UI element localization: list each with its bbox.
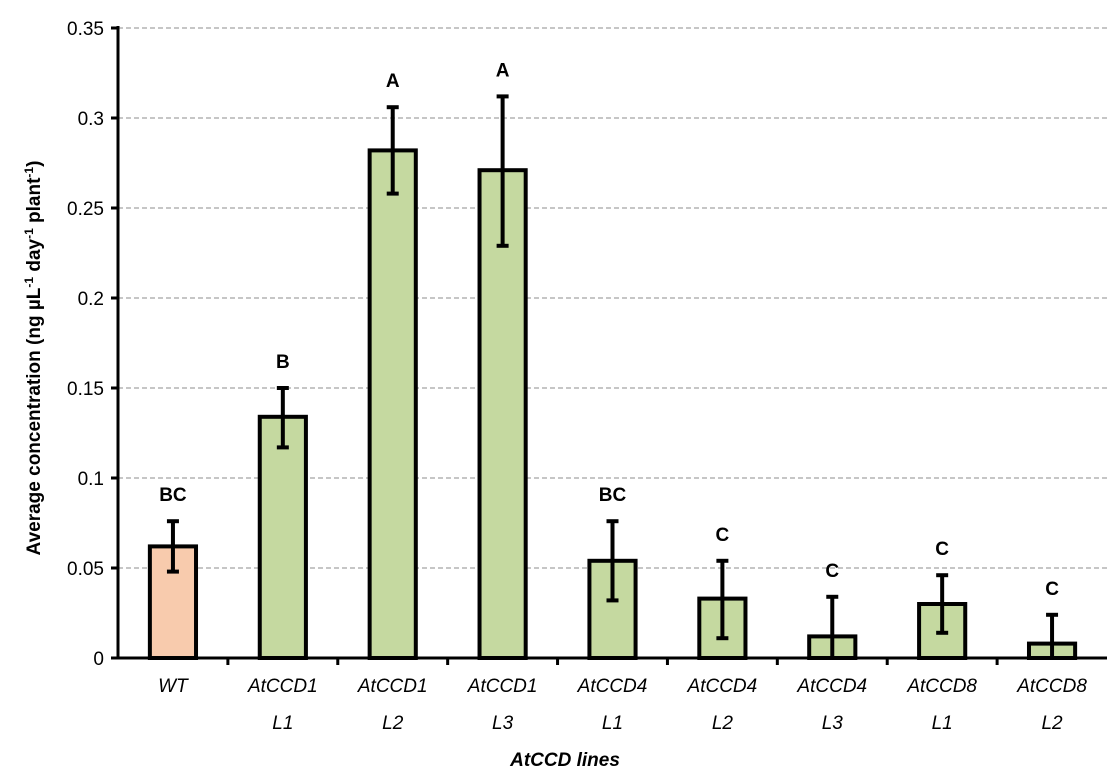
y-tick-label: 0.1 [78,469,104,490]
bar [367,148,418,660]
significance-label: A [496,60,510,81]
y-tick-labels: 0 0.05 0.1 0.15 0.2 0.25 0.3 0.35 [67,19,104,670]
y-tick-label: 0.3 [78,109,104,130]
significance-label: C [1045,579,1059,600]
significance-label: BC [159,485,187,506]
y-tick-label: 0.15 [67,379,104,400]
x-category-label-line2: L2 [382,713,404,734]
x-category-label: AtCCD8 [1016,676,1087,697]
x-category-label: AtCCD1 [357,676,428,697]
x-category-label-line2: L3 [822,713,844,734]
y-tick-label: 0.35 [67,19,104,40]
x-category-label-line2: L1 [602,713,623,734]
x-axis-title: AtCCD lines [509,750,620,771]
significance-label: BC [599,485,627,506]
significance-label: C [716,525,730,546]
y-axis-title-sup2: -1 [22,228,36,239]
x-category-label: AtCCD1 [247,676,318,697]
y-axis-title-mid1: day [24,238,45,276]
x-category-label: AtCCD4 [577,676,648,697]
y-axis-title-sup1: -1 [22,277,36,288]
significance-label: C [935,539,949,560]
x-category-label-line2: L1 [932,713,953,734]
x-category-label-line2: L2 [712,713,734,734]
y-tick-label: 0.2 [78,289,104,310]
x-category-label: AtCCD8 [906,676,977,697]
bar [477,168,528,660]
x-category-label-line2: L1 [272,713,293,734]
x-category-labels: WT AtCCD1 L1 AtCCD1 L2 AtCCD1 L3 AtCCD4 L1 AtCCD4… [158,676,1087,734]
y-axis-title-suffix: ) [24,161,45,167]
y-axis-title-prefix: Average concentration (ng µL [24,287,45,555]
x-category-label: AtCCD4 [687,676,758,697]
x-category-label: WT [158,676,189,697]
bars: BC B A A BC C C C C [147,60,1078,661]
y-tick-label: 0.25 [67,199,104,220]
y-tick-label: 0 [93,649,104,670]
y-axis-title-mid2: plant [24,177,45,228]
x-category-label: AtCCD1 [467,676,538,697]
y-axis-title: Average concentration (ng µL-1 day-1 pla… [22,161,45,556]
significance-label: A [386,71,400,92]
significance-label: B [276,352,290,373]
bar [257,414,308,660]
x-category-label-line2: L2 [1041,713,1063,734]
x-category-label: AtCCD4 [796,676,867,697]
y-tick-label: 0.05 [67,559,104,580]
axes [111,26,1107,665]
x-category-label-line2: L3 [492,713,514,734]
y-axis-title-sup3: -1 [22,167,36,178]
significance-label: C [825,561,839,582]
